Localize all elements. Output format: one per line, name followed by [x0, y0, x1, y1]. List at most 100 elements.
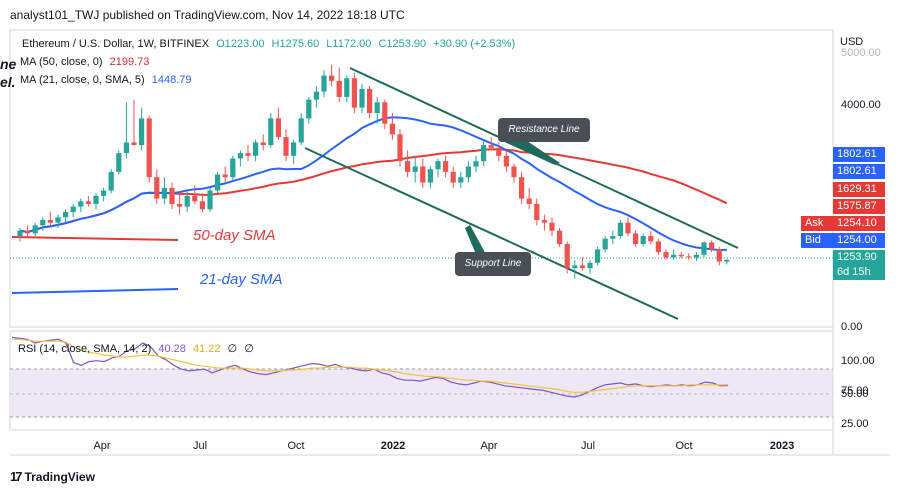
candle[interactable]	[534, 198, 540, 226]
candle[interactable]	[230, 155, 236, 180]
candle[interactable]	[397, 129, 403, 167]
candle[interactable]	[55, 214, 61, 229]
candle[interactable]	[359, 83, 365, 113]
candle[interactable]	[671, 249, 677, 261]
candle[interactable]	[412, 155, 418, 183]
candle[interactable]	[291, 139, 297, 164]
candle[interactable]	[344, 75, 350, 103]
candle[interactable]	[93, 193, 99, 210]
candle[interactable]	[587, 260, 593, 274]
candle[interactable]	[458, 171, 464, 188]
candle[interactable]	[177, 193, 183, 215]
candle[interactable]	[161, 177, 167, 204]
candle[interactable]	[139, 107, 145, 151]
candle[interactable]	[123, 102, 129, 159]
symbol-legend[interactable]: Ethereum / U.S. Dollar, 1W, BITFINEX O12…	[22, 38, 519, 50]
candle[interactable]	[602, 236, 608, 253]
candle[interactable]	[443, 155, 449, 178]
candle[interactable]	[63, 209, 69, 223]
candle[interactable]	[78, 198, 84, 212]
candle[interactable]	[435, 158, 441, 178]
candle[interactable]	[199, 193, 205, 212]
support-line[interactable]	[304, 147, 679, 320]
candle[interactable]	[260, 134, 266, 151]
candle[interactable]	[572, 260, 578, 279]
candle[interactable]	[329, 64, 335, 87]
candle[interactable]	[648, 230, 654, 245]
candle[interactable]	[693, 252, 699, 262]
candle[interactable]	[465, 161, 471, 183]
candle[interactable]	[503, 150, 509, 172]
candle[interactable]	[625, 217, 631, 237]
candle[interactable]	[85, 195, 91, 207]
candle[interactable]	[564, 241, 570, 274]
candle[interactable]	[70, 203, 76, 218]
candle[interactable]	[382, 99, 388, 130]
candle[interactable]	[192, 185, 198, 204]
candle[interactable]	[283, 129, 289, 162]
candle[interactable]	[496, 142, 502, 162]
candle[interactable]	[253, 139, 259, 162]
candle[interactable]	[313, 86, 319, 108]
candle[interactable]	[716, 246, 722, 266]
candle[interactable]	[306, 96, 312, 124]
candle[interactable]	[678, 252, 684, 259]
candle[interactable]	[101, 187, 107, 202]
candle[interactable]	[207, 187, 213, 212]
candle[interactable]	[184, 190, 190, 212]
candle[interactable]	[473, 155, 479, 172]
candle[interactable]	[222, 166, 228, 183]
candle[interactable]	[481, 139, 487, 167]
candle[interactable]	[686, 253, 692, 261]
candle[interactable]	[108, 169, 114, 194]
ma21-legend[interactable]: MA (21, close, 0, SMA, 5) 1448.79	[20, 74, 196, 86]
candle[interactable]	[146, 115, 152, 183]
candle[interactable]	[237, 150, 243, 167]
candle[interactable]	[298, 113, 304, 146]
candle[interactable]	[321, 70, 327, 97]
candle[interactable]	[709, 240, 715, 253]
candle[interactable]	[427, 166, 433, 188]
candle[interactable]	[25, 225, 31, 237]
candle[interactable]	[268, 113, 274, 148]
ma50-legend[interactable]: MA (50, close, 0) 2199.73	[20, 56, 153, 68]
candle[interactable]	[488, 137, 494, 151]
candle[interactable]	[579, 257, 585, 271]
candle[interactable]	[557, 228, 563, 247]
candle[interactable]	[154, 169, 160, 204]
candle[interactable]	[655, 238, 661, 255]
candle[interactable]	[116, 150, 122, 175]
candle[interactable]	[519, 171, 525, 204]
candle[interactable]	[511, 163, 517, 183]
candle[interactable]	[215, 171, 221, 194]
candle[interactable]	[169, 182, 175, 210]
candle[interactable]	[633, 230, 639, 247]
candle[interactable]	[351, 72, 357, 113]
candle[interactable]	[549, 217, 555, 237]
candle[interactable]	[617, 220, 623, 239]
rsi-line[interactable]	[11, 336, 729, 398]
rsi-legend[interactable]: RSI (14, close, SMA, 14, 2) 40.28 41.22 …	[18, 342, 258, 355]
candle[interactable]	[131, 99, 137, 146]
candle[interactable]	[420, 158, 426, 188]
candle[interactable]	[610, 230, 616, 245]
candle[interactable]	[724, 258, 730, 265]
candle[interactable]	[47, 211, 53, 226]
rsi-ma-line[interactable]	[12, 338, 729, 393]
candle[interactable]	[275, 107, 281, 140]
candle[interactable]	[541, 214, 547, 231]
candle[interactable]	[389, 113, 395, 140]
candle[interactable]	[336, 67, 342, 103]
candle[interactable]	[701, 241, 707, 258]
candle[interactable]	[367, 86, 373, 119]
candle[interactable]	[17, 228, 23, 242]
candle[interactable]	[40, 217, 46, 231]
ma21-line[interactable]	[19, 116, 727, 252]
candle[interactable]	[526, 187, 532, 210]
candle[interactable]	[663, 249, 669, 261]
candle[interactable]	[32, 222, 38, 237]
tradingview-logo[interactable]: 17 TradingView	[10, 469, 95, 484]
candle[interactable]	[374, 96, 380, 124]
candle[interactable]	[450, 166, 456, 188]
